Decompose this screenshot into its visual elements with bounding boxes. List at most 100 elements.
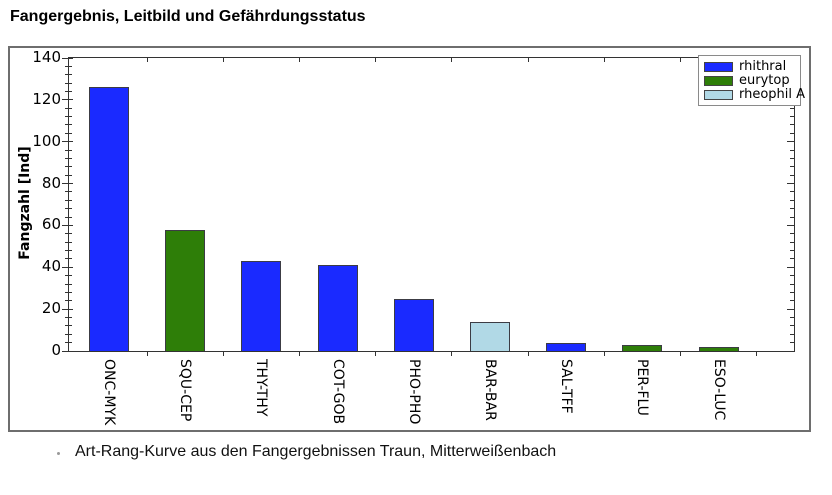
- y-major-tick: [62, 99, 73, 101]
- y-minor-tick: [65, 199, 72, 201]
- y-minor-tick: [65, 342, 72, 344]
- y-tick-label: 120: [32, 89, 61, 108]
- x-minor-tick-top: [451, 58, 453, 62]
- bar-SQU-CEP: [165, 230, 206, 351]
- y-major-tick: [62, 224, 73, 226]
- y-major-tick: [62, 350, 73, 352]
- chart-legend: rhithral eurytop rheophil A: [698, 55, 805, 106]
- y-minor-tick: [65, 124, 72, 126]
- x-tick-label-PER-FLU: PER-FLU: [634, 359, 651, 416]
- y-major-tick: [62, 183, 73, 185]
- x-tick-label-SAL-TFF: SAL-TFF: [558, 359, 575, 414]
- legend-entry-rhithral: rhithral: [704, 60, 795, 73]
- bar-BAR-BAR: [470, 322, 510, 351]
- y-minor-tick-right: [790, 132, 794, 134]
- y-minor-tick-right: [790, 241, 794, 243]
- chart-caption: Art-Rang-Kurve aus den Fangergebnissen T…: [75, 443, 557, 460]
- x-tick-label-BAR-BAR: BAR-BAR: [482, 359, 498, 421]
- y-minor-tick: [65, 174, 72, 176]
- bar-PER-FLU: [622, 345, 663, 351]
- y-minor-tick: [65, 325, 72, 327]
- y-major-tick-right: [787, 308, 794, 310]
- y-minor-tick-right: [790, 191, 794, 193]
- x-tick-label-SQU-CEP: SQU-CEP: [177, 359, 194, 422]
- x-minor-tick: [680, 351, 681, 356]
- y-minor-tick: [65, 333, 72, 335]
- y-minor-tick: [65, 74, 72, 76]
- x-minor-tick-top: [603, 58, 605, 62]
- y-tick-label: 100: [32, 131, 61, 150]
- y-minor-tick: [65, 116, 72, 118]
- x-tick-label-ESO-LUC: ESO-LUC: [710, 359, 727, 421]
- y-major-tick: [62, 308, 73, 310]
- legend-label: eurytop: [739, 73, 790, 88]
- y-tick-label: 140: [32, 48, 61, 66]
- y-minor-tick-right: [790, 300, 794, 302]
- x-minor-tick: [146, 351, 148, 356]
- y-minor-tick-right: [790, 149, 794, 151]
- bar-ONC-MYK: [89, 87, 129, 351]
- x-tick-label-PHO-PHO: PHO-PHO: [405, 359, 422, 425]
- y-minor-tick: [65, 241, 72, 243]
- y-major-tick-right: [787, 141, 794, 143]
- y-major-tick: [62, 57, 73, 59]
- bar-COT-GOB: [317, 265, 358, 351]
- x-minor-tick-top: [222, 58, 224, 62]
- y-minor-tick: [65, 233, 72, 235]
- legend-entry-rheophil-a: rheophil A: [704, 88, 805, 101]
- y-minor-tick-right: [790, 116, 794, 118]
- y-minor-tick-right: [790, 208, 794, 210]
- x-minor-tick-top: [375, 58, 377, 62]
- y-minor-tick-right: [790, 291, 794, 293]
- y-minor-tick-right: [790, 157, 794, 159]
- y-minor-tick-right: [790, 174, 794, 176]
- y-minor-tick: [65, 132, 72, 134]
- bar-PHO-PHO: [393, 299, 434, 351]
- y-minor-tick: [65, 149, 72, 151]
- y-minor-tick: [65, 291, 72, 293]
- x-minor-tick: [527, 351, 529, 356]
- chart-outer-frame: [8, 46, 811, 432]
- y-minor-tick-right: [790, 333, 794, 335]
- x-minor-tick: [451, 351, 453, 356]
- x-tick-label-THY-THY: THY-THY: [253, 359, 270, 417]
- y-major-tick: [62, 266, 73, 268]
- y-major-tick-right: [787, 350, 794, 352]
- y-minor-tick-right: [790, 275, 794, 277]
- y-minor-tick: [65, 250, 72, 252]
- legend-color-swatch: [704, 61, 733, 72]
- y-minor-tick-right: [790, 233, 794, 235]
- bar-SAL-TFF: [546, 343, 587, 351]
- y-minor-tick: [65, 300, 72, 302]
- y-minor-tick-right: [790, 124, 794, 126]
- y-minor-tick: [65, 317, 72, 318]
- y-minor-tick: [65, 208, 72, 210]
- y-minor-tick: [65, 275, 72, 277]
- y-minor-tick-right: [790, 342, 794, 344]
- y-minor-tick-right: [790, 325, 794, 327]
- y-minor-tick: [65, 82, 72, 84]
- y-tick-label: 80: [41, 173, 61, 192]
- x-tick-label-ONC-MYK: ONC-MYK: [101, 359, 117, 426]
- x-tick-label-COT-GOB: COT-GOB: [329, 359, 346, 425]
- legend-color-swatch: [704, 75, 733, 86]
- legend-color-swatch: [704, 89, 733, 100]
- legend-label: rheophil A: [739, 87, 806, 102]
- y-minor-tick: [65, 107, 72, 109]
- y-minor-tick: [65, 191, 72, 193]
- y-minor-tick-right: [790, 258, 794, 260]
- bar-ESO-LUC: [698, 347, 739, 351]
- caption-bullet-dot: [57, 452, 60, 455]
- x-minor-tick-top: [680, 58, 681, 62]
- y-minor-tick: [65, 283, 72, 285]
- x-minor-tick: [375, 351, 377, 356]
- x-minor-tick: [756, 351, 758, 356]
- y-major-tick: [62, 141, 73, 143]
- y-minor-tick-right: [790, 216, 794, 218]
- y-minor-tick-right: [790, 283, 794, 285]
- y-tick-label: 0: [51, 341, 61, 359]
- y-minor-tick-right: [790, 166, 794, 168]
- y-minor-tick: [65, 258, 72, 260]
- x-minor-tick-top: [527, 58, 529, 62]
- y-minor-tick: [65, 90, 72, 92]
